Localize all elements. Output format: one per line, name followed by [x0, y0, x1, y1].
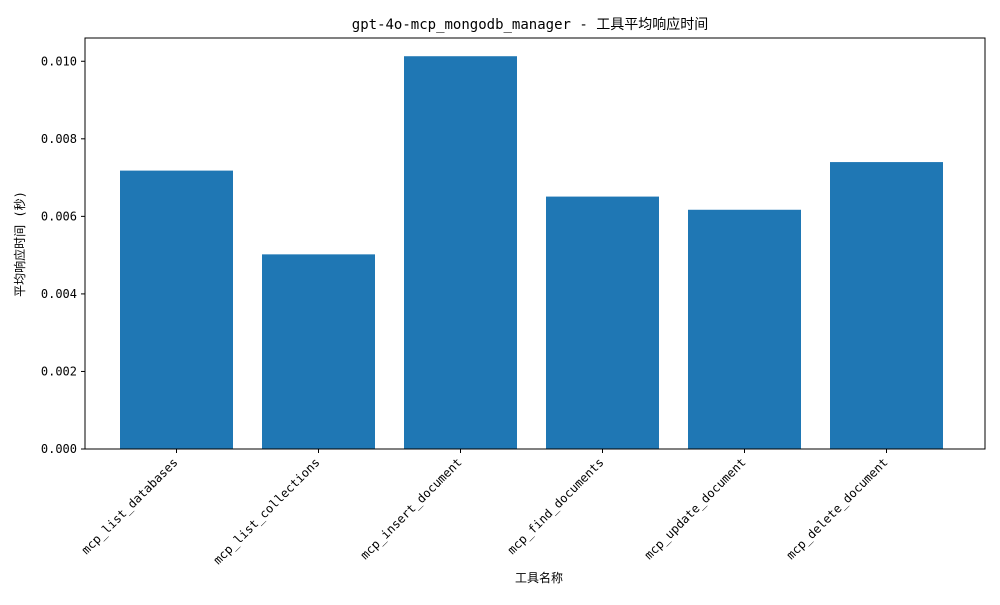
- y-tick-label: 0.000: [41, 442, 77, 456]
- y-tick-label: 0.006: [41, 209, 77, 223]
- bar-mcp_list_databases: [120, 170, 233, 450]
- x-tick-label: mcp_insert_document: [358, 455, 465, 562]
- plot-frame: [84, 37, 986, 450]
- bar-mcp_list_collections: [262, 254, 375, 449]
- bar-mcp_insert_document: [404, 56, 517, 450]
- bars-layer: [120, 56, 943, 450]
- y-tick-label: 0.008: [41, 132, 77, 146]
- x-tick-label: mcp_find_documents: [505, 455, 607, 557]
- y-tick-label: 0.004: [41, 287, 77, 301]
- x-tick-label: mcp_list_databases: [79, 455, 181, 557]
- bar-mcp_update_document: [688, 209, 801, 449]
- y-axis: 0.000 0.002 0.004 0.006 0.008 0.010: [41, 54, 85, 456]
- x-tick-label: mcp_delete_document: [784, 455, 891, 562]
- y-tick-label: 0.002: [41, 364, 77, 378]
- bar-mcp_delete_document: [830, 162, 943, 449]
- bar-mcp_find_documents: [546, 196, 659, 449]
- y-tick-label: 0.010: [41, 54, 77, 68]
- x-axis: mcp_list_databases mcp_list_collections mc…: [79, 449, 891, 567]
- x-tick-label: mcp_update_document: [642, 455, 749, 562]
- x-axis-title: 工具名称: [515, 570, 563, 585]
- x-tick-label: mcp_list_collections: [211, 455, 323, 567]
- chart-title: gpt-4o-mcp_mongodb_manager - 工具平均响应时间: [352, 16, 708, 33]
- y-axis-title: 平均响应时间 (秒): [12, 191, 27, 297]
